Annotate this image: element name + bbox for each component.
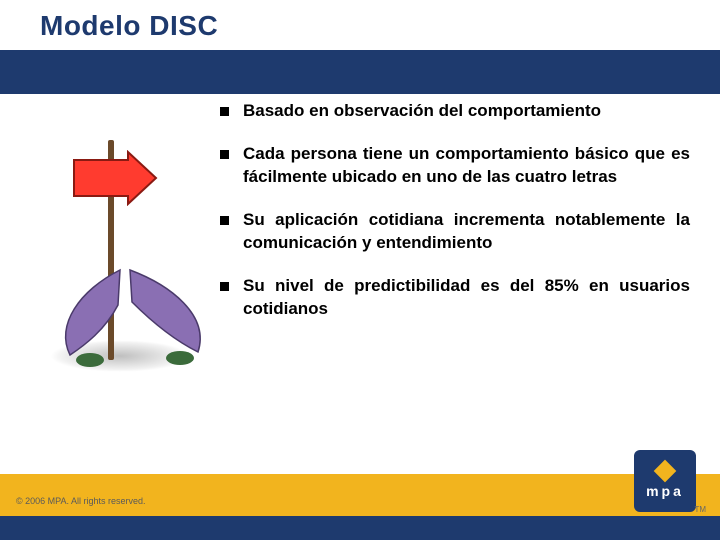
list-item: Su aplicación cotidiana incrementa notab… <box>220 209 690 255</box>
arrow-sign-icon <box>70 150 160 206</box>
list-item: Cada persona tiene un comportamiento bás… <box>220 143 690 189</box>
logo-text: mpa <box>646 483 684 499</box>
trademark-text: TM <box>694 505 706 514</box>
bullet-text: Basado en observación del comportamiento <box>243 100 690 123</box>
bullet-text: Su nivel de predictibilidad es del 85% e… <box>243 275 690 321</box>
bullet-marker-icon <box>220 216 229 225</box>
shoe-right <box>166 351 194 365</box>
mpa-logo: mpa TM <box>634 450 696 512</box>
jester-body-icon <box>60 260 210 380</box>
footer-band-yellow <box>0 474 720 516</box>
cape-left <box>66 270 120 355</box>
bullet-marker-icon <box>220 282 229 291</box>
slide: Modelo DISC Basado en observación del co… <box>0 0 720 540</box>
bullet-list: Basado en observación del comportamiento… <box>220 100 690 341</box>
list-item: Su nivel de predictibilidad es del 85% e… <box>220 275 690 321</box>
diamond-icon <box>654 460 677 483</box>
copyright-text: © 2006 MPA. All rights reserved. <box>16 496 146 506</box>
bullet-marker-icon <box>220 150 229 159</box>
illustration-container <box>30 140 200 390</box>
bullet-marker-icon <box>220 107 229 116</box>
bullet-text: Su aplicación cotidiana incrementa notab… <box>243 209 690 255</box>
bullet-text: Cada persona tiene un comportamiento bás… <box>243 143 690 189</box>
footer-band-blue <box>0 516 720 540</box>
list-item: Basado en observación del comportamiento <box>220 100 690 123</box>
title-band <box>0 50 720 94</box>
shoe-left <box>76 353 104 367</box>
slide-title: Modelo DISC <box>40 10 218 42</box>
